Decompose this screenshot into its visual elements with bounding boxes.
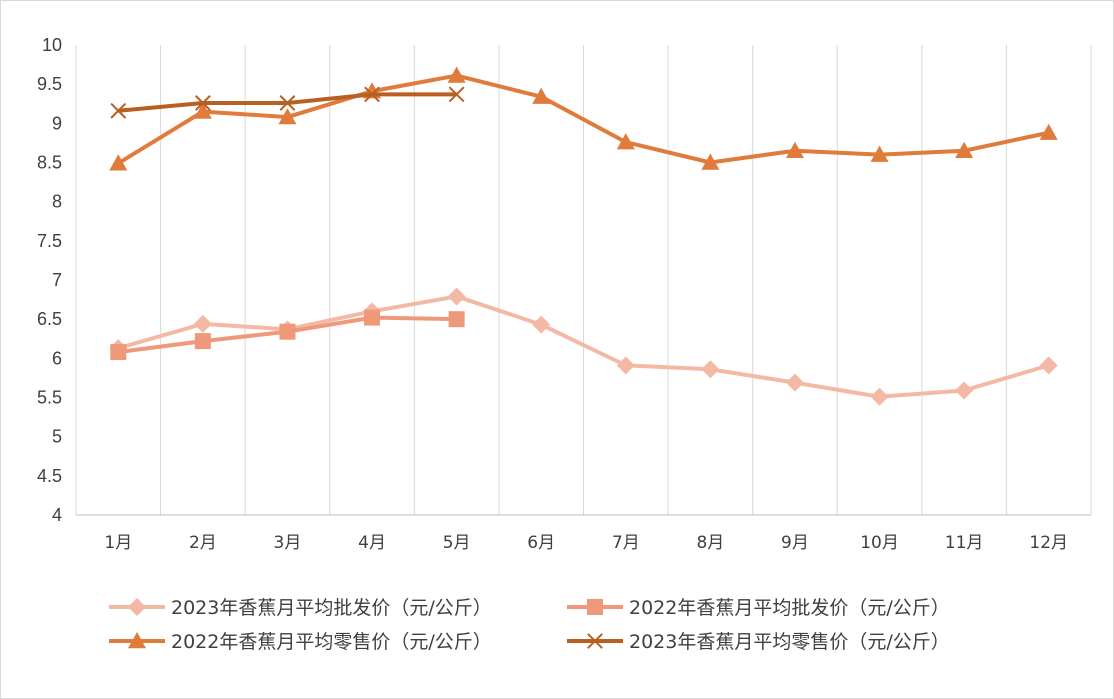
legend-label: 2023年香蕉月平均零售价（元/公斤） <box>629 631 950 653</box>
y-tick-label: 9.5 <box>37 74 62 94</box>
series-line <box>117 294 1050 399</box>
x-tick-label: 2月 <box>189 533 217 553</box>
series <box>109 66 1058 406</box>
series-4 <box>110 86 465 119</box>
data-point-triangle <box>109 154 128 171</box>
legend-entry: 2023年香蕉月平均零售价（元/公斤） <box>567 631 950 653</box>
y-tick-label: 8 <box>52 192 62 212</box>
data-point-diamond <box>128 598 146 616</box>
data-point-triangle <box>447 66 466 83</box>
y-tick-label: 7 <box>52 270 62 290</box>
data-point-square <box>110 344 127 361</box>
y-tick-label: 5 <box>52 427 62 447</box>
y-tick-label: 9 <box>52 113 62 133</box>
data-point-diamond <box>532 315 551 334</box>
data-point-diamond <box>870 387 889 406</box>
x-tick-label: 8月 <box>696 533 724 553</box>
data-point-x <box>448 86 465 103</box>
y-tick-label: 7.5 <box>37 231 62 251</box>
x-tick-label: 7月 <box>612 533 640 553</box>
data-point-triangle <box>701 153 720 170</box>
data-point-triangle <box>532 87 551 104</box>
data-point-square <box>587 599 603 615</box>
data-point-x <box>587 633 603 649</box>
y-tick-label: 5.5 <box>37 388 62 408</box>
data-point-diamond <box>701 360 720 379</box>
x-tick-label: 12月 <box>1029 533 1068 553</box>
series-line <box>117 73 1050 165</box>
data-point-triangle <box>1039 123 1058 140</box>
data-point-square <box>279 323 296 340</box>
x-tick-label: 9月 <box>781 533 809 553</box>
data-point-square <box>448 311 465 328</box>
data-point-triangle <box>870 145 889 162</box>
legend: 2023年香蕉月平均批发价（元/公斤） 2022年香蕉月平均批发价（元/公斤） 20… <box>109 597 950 653</box>
data-point-x <box>110 102 127 119</box>
grid <box>75 45 1092 515</box>
data-point-diamond <box>785 373 804 392</box>
data-point-triangle <box>193 102 212 119</box>
x-tick-label: 11月 <box>945 533 984 553</box>
data-point-diamond <box>616 356 635 375</box>
data-point-triangle <box>128 632 146 649</box>
data-point-triangle <box>278 108 297 125</box>
data-point-triangle <box>785 141 804 158</box>
x-tick-label: 1月 <box>104 533 132 553</box>
legend-entry: 2022年香蕉月平均零售价（元/公斤） <box>109 631 492 653</box>
series-2 <box>110 309 465 361</box>
data-point-triangle <box>955 141 974 158</box>
axes: 4 4.5 5 5.5 6 6.5 7 7.5 8 8.5 9 9.5 10 1月 2月 3月 4月 5月 6月 7月… <box>37 35 1091 553</box>
data-point-diamond <box>1039 356 1058 375</box>
x-tick-label: 3月 <box>274 533 302 553</box>
y-tick-label: 4.5 <box>37 466 62 486</box>
data-point-diamond <box>447 287 466 306</box>
data-point-diamond <box>193 314 212 333</box>
data-point-diamond <box>955 381 974 400</box>
x-tick-label: 5月 <box>443 533 471 553</box>
data-point-square <box>194 333 211 350</box>
y-tick-label: 6 <box>52 348 62 368</box>
legend-entry: 2022年香蕉月平均批发价（元/公斤） <box>567 597 950 619</box>
legend-label: 2022年香蕉月平均批发价（元/公斤） <box>629 597 950 619</box>
y-tick-label: 6.5 <box>37 309 62 329</box>
x-tick-label: 10月 <box>860 533 899 553</box>
legend-label: 2023年香蕉月平均批发价（元/公斤） <box>171 597 492 619</box>
data-point-x <box>364 86 380 103</box>
data-point-x <box>194 95 211 111</box>
y-tick-label: 10 <box>42 35 62 55</box>
series-1 <box>109 287 1058 406</box>
data-point-x <box>279 95 296 111</box>
series-3 <box>109 66 1058 171</box>
data-point-triangle <box>616 133 635 150</box>
x-tick-label: 6月 <box>527 533 555 553</box>
y-tick-label: 8.5 <box>37 153 62 173</box>
data-point-square <box>364 309 381 326</box>
x-tick-label: 4月 <box>358 533 386 553</box>
legend-label: 2022年香蕉月平均零售价（元/公斤） <box>171 631 492 653</box>
y-tick-label: 4 <box>52 505 62 525</box>
legend-entry: 2023年香蕉月平均批发价（元/公斤） <box>109 597 492 619</box>
